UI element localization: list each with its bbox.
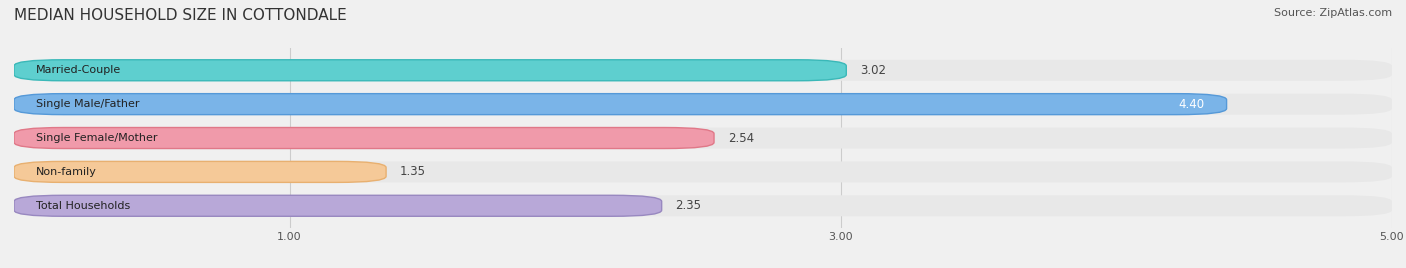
FancyBboxPatch shape (14, 128, 1392, 148)
FancyBboxPatch shape (14, 94, 1392, 115)
Text: Source: ZipAtlas.com: Source: ZipAtlas.com (1274, 8, 1392, 18)
Text: 4.40: 4.40 (1178, 98, 1205, 111)
Text: 3.02: 3.02 (860, 64, 886, 77)
FancyBboxPatch shape (14, 195, 1392, 216)
Text: 2.35: 2.35 (675, 199, 702, 212)
FancyBboxPatch shape (14, 128, 714, 148)
Text: 2.54: 2.54 (728, 132, 754, 144)
FancyBboxPatch shape (14, 161, 387, 183)
Text: Single Male/Father: Single Male/Father (37, 99, 139, 109)
Text: MEDIAN HOUSEHOLD SIZE IN COTTONDALE: MEDIAN HOUSEHOLD SIZE IN COTTONDALE (14, 8, 347, 23)
FancyBboxPatch shape (14, 195, 662, 216)
Text: 1.35: 1.35 (399, 165, 426, 178)
Text: Non-family: Non-family (37, 167, 97, 177)
FancyBboxPatch shape (14, 161, 1392, 183)
Text: Single Female/Mother: Single Female/Mother (37, 133, 157, 143)
Text: Married-Couple: Married-Couple (37, 65, 121, 75)
FancyBboxPatch shape (14, 60, 1392, 81)
FancyBboxPatch shape (14, 94, 1226, 115)
FancyBboxPatch shape (14, 60, 846, 81)
Text: Total Households: Total Households (37, 201, 131, 211)
